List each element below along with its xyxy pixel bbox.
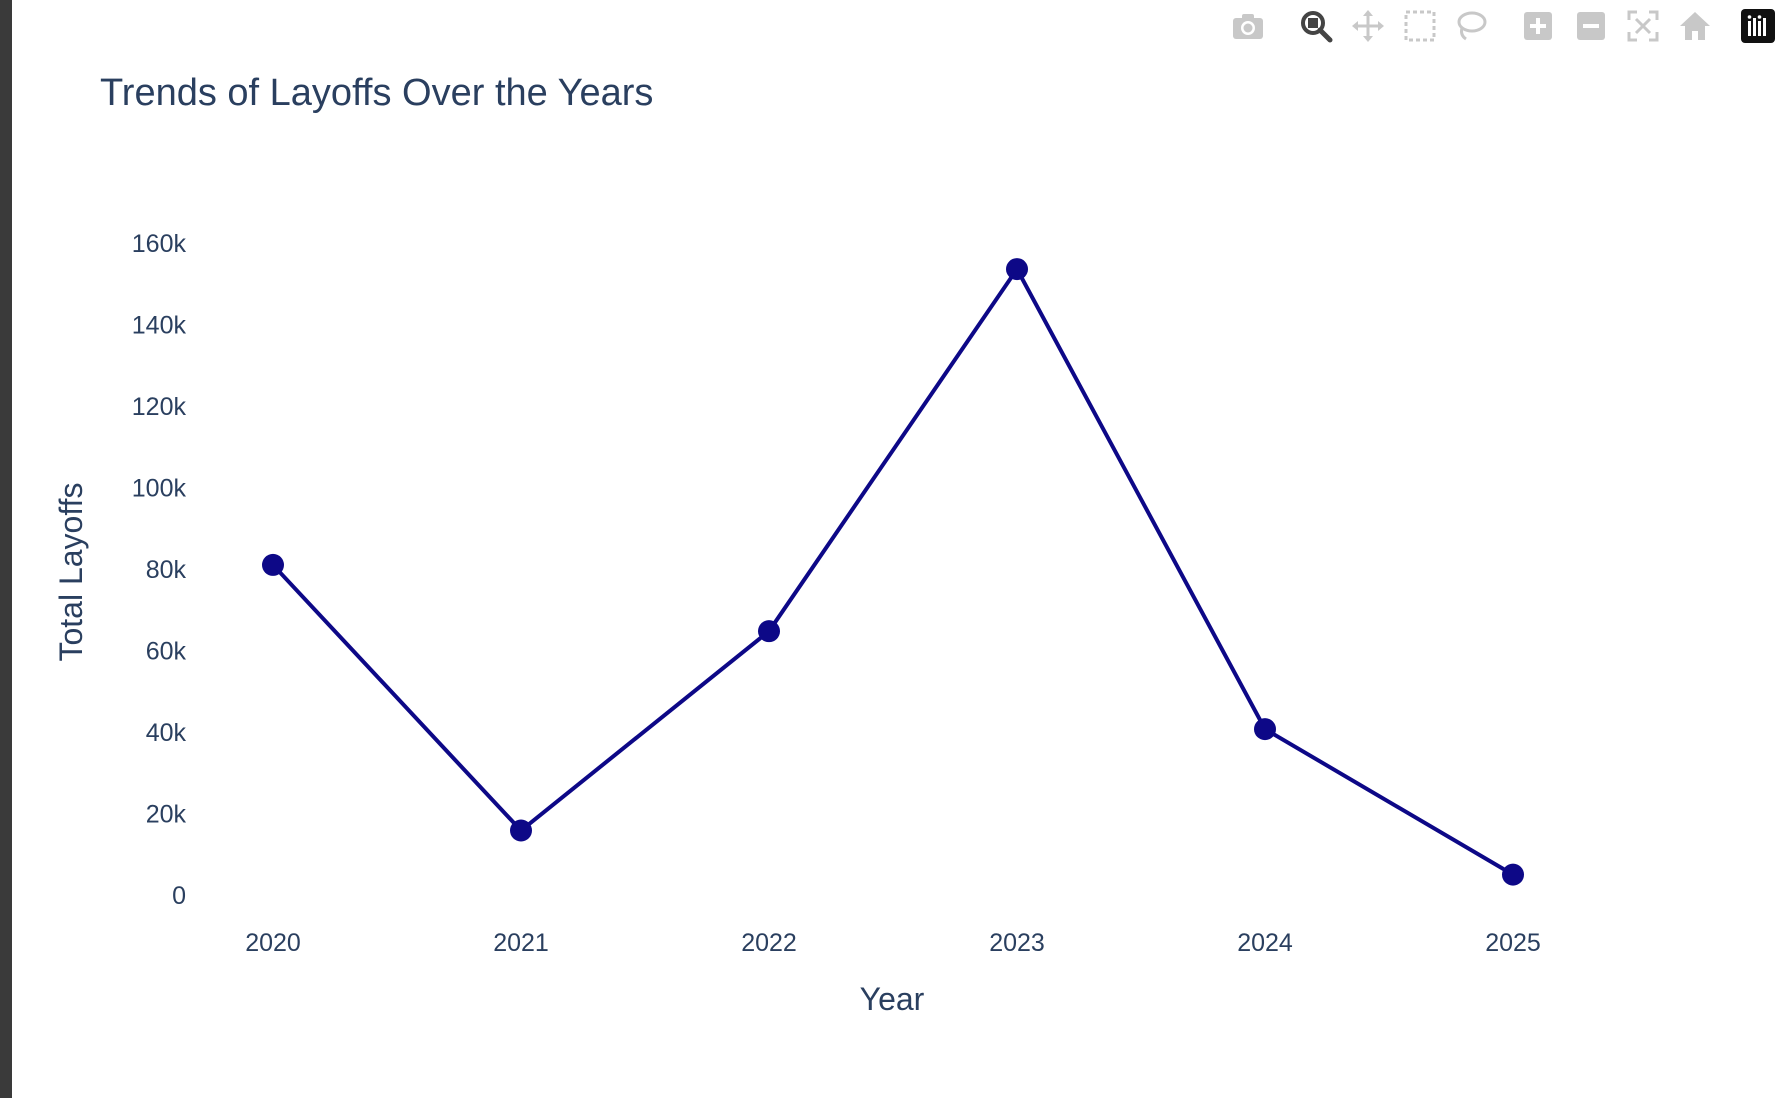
plotly-logo-icon[interactable] [1738, 6, 1778, 46]
data-point-2024[interactable] [1254, 718, 1276, 741]
y-tick-label: 80k [146, 556, 187, 584]
data-point-2022[interactable] [758, 620, 780, 643]
x-tick-label: 2022 [741, 929, 797, 957]
y-tick-label: 20k [146, 801, 187, 829]
y-tick-label: 100k [132, 475, 187, 503]
autoscale-icon[interactable] [1623, 6, 1663, 46]
zoom-in-icon[interactable] [1518, 6, 1558, 46]
camera-icon[interactable] [1228, 6, 1268, 46]
box-select-icon[interactable] [1400, 6, 1440, 46]
x-axis-title: Year [860, 981, 925, 1017]
y-tick-label: 40k [146, 719, 187, 747]
series-points[interactable] [262, 258, 1524, 886]
modebar-toolbar [1178, 6, 1778, 46]
y-tick-label: 120k [132, 393, 187, 421]
data-point-2025[interactable] [1502, 863, 1524, 886]
y-axis-title: Total Layoffs [53, 482, 89, 661]
y-tick-label: 160k [132, 230, 187, 258]
x-tick-label: 2021 [493, 929, 549, 957]
y-tick-label: 60k [146, 638, 187, 666]
pan-icon[interactable] [1348, 6, 1388, 46]
x-tick-label: 2024 [1237, 929, 1293, 957]
lasso-select-icon[interactable] [1451, 6, 1491, 46]
y-tick-label: 0 [172, 882, 186, 910]
data-point-2021[interactable] [510, 819, 532, 842]
chart-title: Trends of Layoffs Over the Years [100, 72, 654, 114]
y-tick-label: 140k [132, 312, 187, 340]
series-lines [271, 267, 1515, 877]
x-tick-label: 2020 [245, 929, 301, 957]
zoom-out-icon[interactable] [1571, 6, 1611, 46]
data-point-2020[interactable] [262, 553, 284, 576]
reset-axes-icon[interactable] [1675, 6, 1715, 46]
x-axis-ticks: 2020 2021 2022 2023 2024 2025 [245, 929, 1541, 957]
data-point-2023[interactable] [1006, 258, 1028, 281]
series-line [271, 267, 1515, 877]
x-tick-label: 2023 [989, 929, 1045, 957]
x-tick-label: 2025 [1485, 929, 1541, 957]
chart-container: Trends of Layoffs Over the Years 0 20k 40k… [12, 0, 1778, 1098]
y-axis-ticks: 0 20k 40k 60k 80k 100k 120k 140k 160k [132, 230, 187, 910]
zoom-icon[interactable] [1296, 6, 1336, 46]
